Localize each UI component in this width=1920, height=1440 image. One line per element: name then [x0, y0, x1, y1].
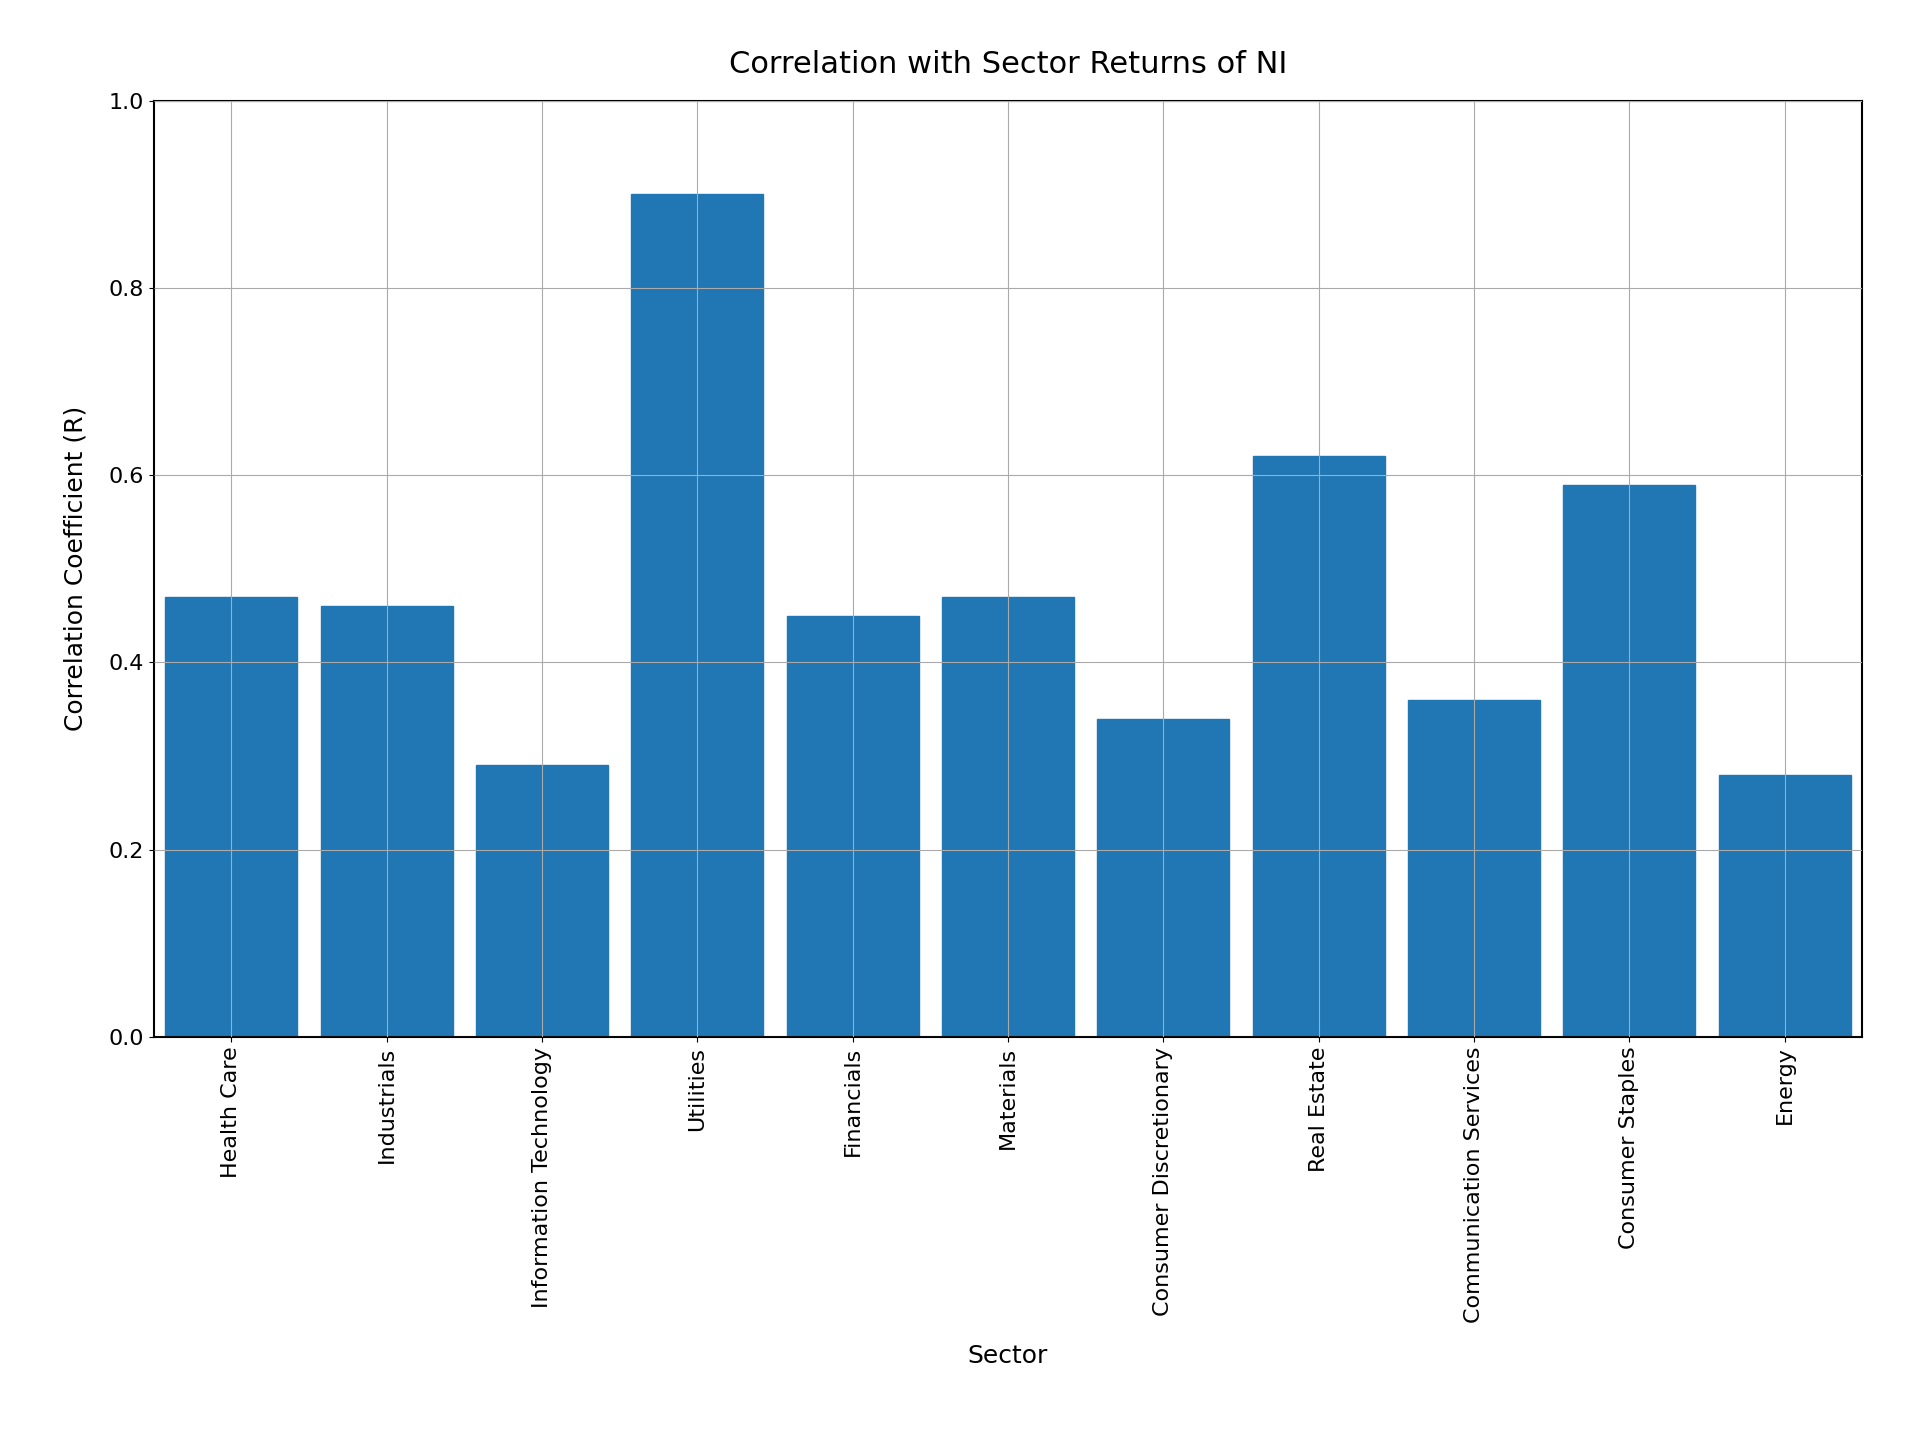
X-axis label: Sector: Sector [968, 1344, 1048, 1368]
Title: Correlation with Sector Returns of NI: Correlation with Sector Returns of NI [730, 50, 1286, 79]
Bar [1407, 700, 1540, 1037]
Bar [943, 596, 1073, 1037]
Bar [1718, 775, 1851, 1037]
Bar [476, 765, 609, 1037]
Bar [165, 596, 298, 1037]
Bar [1252, 456, 1384, 1037]
Bar [1098, 719, 1229, 1037]
Y-axis label: Correlation Coefficient (R): Correlation Coefficient (R) [63, 406, 88, 732]
Bar [632, 194, 764, 1037]
Bar [787, 615, 918, 1037]
Bar [321, 606, 453, 1037]
Bar [1563, 484, 1695, 1037]
